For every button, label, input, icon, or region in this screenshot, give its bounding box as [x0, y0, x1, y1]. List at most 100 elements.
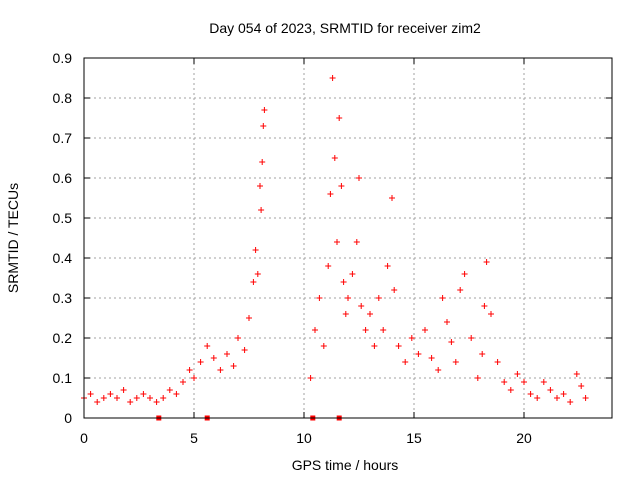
data-point: [554, 395, 560, 401]
data-point: [474, 375, 481, 381]
data-point: [127, 399, 134, 405]
data-point: [527, 391, 534, 397]
data-point: [186, 367, 193, 373]
data-point: [334, 239, 340, 245]
data-point: [342, 311, 349, 317]
data-point: [204, 343, 211, 349]
data-point: [87, 391, 94, 397]
data-point: [166, 387, 173, 393]
y-tick-label: 0.3: [53, 290, 73, 306]
data-point: [507, 387, 514, 393]
data-point: [367, 311, 373, 317]
data-point: [197, 359, 204, 365]
data-point: [395, 343, 402, 349]
data-point: [325, 263, 332, 269]
data-point: [402, 359, 409, 365]
data-point: [261, 107, 268, 113]
data-point: [391, 287, 398, 293]
data-point: [479, 351, 486, 357]
data-point: [560, 391, 567, 397]
data-point: [320, 343, 327, 349]
data-point: [514, 371, 521, 377]
y-tick-label: 0: [64, 410, 72, 426]
data-point: [452, 359, 459, 365]
y-tick-label: 0.4: [53, 250, 73, 266]
x-axis-label: GPS time / hours: [292, 457, 399, 473]
data-point: [356, 175, 362, 181]
data-point: [147, 395, 153, 401]
data-point: [140, 391, 147, 397]
x-tick-label: 10: [296, 430, 312, 446]
data-point: [257, 183, 263, 189]
data-point: [107, 391, 114, 397]
data-point: [153, 399, 160, 405]
data-point: [362, 327, 369, 333]
data-point: [100, 395, 107, 401]
data-point: [316, 295, 323, 301]
data-point: [331, 155, 338, 161]
data-point: [380, 327, 387, 333]
data-point: [358, 303, 365, 309]
data-point: [329, 75, 336, 81]
y-tick-label: 0.5: [53, 210, 73, 226]
data-point: [353, 239, 360, 245]
data-point: [483, 259, 490, 265]
data-point: [327, 191, 334, 197]
data-point: [120, 387, 127, 393]
data-point: [258, 207, 265, 213]
data-point: [415, 351, 422, 357]
data-point: [389, 195, 395, 201]
data-point: [191, 375, 197, 381]
data-point: [160, 395, 167, 401]
data-point: [521, 379, 527, 385]
data-point: [422, 327, 428, 333]
y-tick-label: 0.7: [53, 130, 73, 146]
data-point: [230, 363, 237, 369]
y-tick-label: 0.9: [53, 50, 73, 66]
x-tick-label: 15: [406, 430, 422, 446]
y-tick-label: 0.8: [53, 90, 73, 106]
data-point: [540, 379, 547, 385]
plot-frame: [83, 57, 613, 419]
y-tick-label: 0.2: [53, 330, 73, 346]
data-point: [246, 315, 252, 321]
data-point: [547, 387, 554, 393]
data-point: [345, 295, 351, 301]
data-point: [457, 287, 464, 293]
data-point: [241, 347, 248, 353]
data-point: [534, 395, 541, 401]
x-tick-label: 20: [516, 430, 532, 446]
x-tick-label: 5: [190, 430, 198, 446]
data-point: [428, 355, 435, 361]
data-point: [439, 295, 446, 301]
data-point: [349, 271, 356, 277]
data-point: [259, 159, 266, 165]
data-point: [488, 311, 494, 317]
data-point: [217, 367, 224, 373]
data-point: [114, 395, 120, 401]
data-point: [408, 335, 415, 341]
data-point: [375, 295, 382, 301]
gridlines: [84, 58, 612, 418]
data-point: [210, 355, 217, 361]
data-point: [307, 375, 314, 381]
y-axis: 0 0.1 0.2 0.3 0.4 0.5 0.6 0.7 0.8 0.9: [53, 50, 612, 426]
data-point: [481, 303, 488, 309]
data-point: [461, 271, 468, 277]
data-point: [338, 183, 345, 189]
x-axis: 0 5 10 15 20: [80, 58, 532, 446]
data-point: [254, 271, 261, 277]
data-point: [250, 279, 257, 285]
data-point: [371, 343, 378, 349]
data-point: [336, 115, 343, 121]
data-point: [573, 371, 580, 377]
data-point: [180, 379, 186, 385]
data-point: [444, 319, 450, 325]
chart-title: Day 054 of 2023, SRMTID for receiver zim…: [209, 20, 481, 36]
y-tick-label: 0.6: [53, 170, 73, 186]
data-point: [173, 391, 180, 397]
data-point: [435, 367, 442, 373]
data-point: [567, 399, 574, 405]
data-point: [340, 279, 347, 285]
